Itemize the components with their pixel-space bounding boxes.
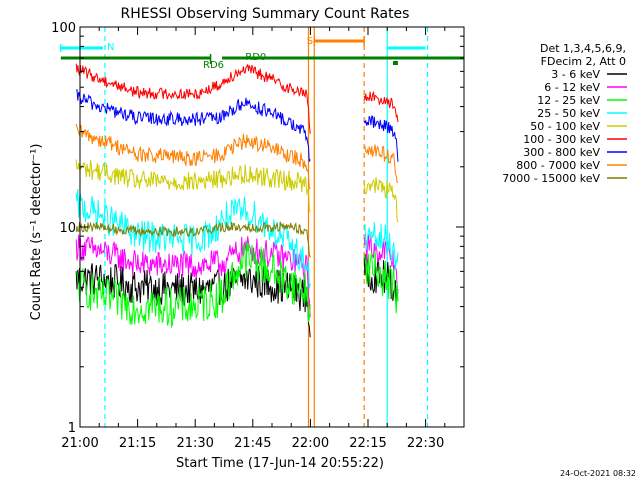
x-tick-label-1: 21:15 [119, 436, 156, 451]
y-tick-label-0: 1 [68, 421, 76, 436]
series-line-1 [75, 234, 311, 317]
marker-layer [104, 27, 429, 427]
state-bar-layer [60, 36, 464, 65]
series-line-2-late [363, 250, 399, 314]
annotation-3: S [307, 36, 313, 47]
y-axis-label: Count Rate (s⁻¹ detector⁻¹) [29, 144, 44, 321]
series-layer [75, 63, 399, 338]
annotation-0: N [107, 42, 114, 53]
series-line-3 [75, 188, 311, 289]
state-bar-dot [392, 61, 398, 65]
series-line-2 [76, 241, 311, 329]
series-line-8 [75, 220, 311, 258]
y-tick-label-1: 10 [59, 221, 76, 236]
legend-label-2: 12 - 25 keV [537, 94, 600, 107]
chart-title: RHESSI Observing Summary Count Rates [121, 6, 410, 22]
legend-label-3: 25 - 50 keV [537, 107, 600, 120]
axes-layer: 21:00 21:15 21:30 21:45 22:00 22:15 22:30 1 10 10… [51, 21, 464, 451]
legend-header-0: Det 1,3,4,5,6,9, [540, 42, 626, 55]
series-line-4 [75, 159, 311, 213]
series-line-6 [75, 89, 311, 162]
x-tick-label-5: 22:15 [349, 436, 386, 451]
annotation-2: RD0 [245, 52, 266, 63]
legend-label-7: 800 - 7000 keV [516, 159, 600, 172]
series-line-6-late [363, 115, 399, 162]
annotation-1: RD6 [203, 60, 224, 71]
x-tick-label-4: 22:00 [292, 436, 329, 451]
legend-label-8: 7000 - 15000 keV [502, 172, 600, 185]
legend-label-4: 50 - 100 keV [530, 120, 600, 133]
legend-label-1: 6 - 12 keV [544, 81, 600, 94]
series-line-0 [75, 263, 311, 338]
x-axis-label: Start Time (17-Jun-14 20:55:22) [176, 456, 384, 471]
x-tick-label-2: 21:30 [176, 436, 213, 451]
legend-label-6: 300 - 800 keV [523, 146, 600, 159]
legend-label-5: 100 - 300 keV [523, 133, 600, 146]
footer-date: 24-Oct-2021 08:32 [560, 469, 636, 478]
series-line-7 [75, 123, 311, 191]
y-tick-label-2: 100 [51, 21, 76, 36]
series-line-3-late [363, 222, 399, 271]
legend-label-0: 3 - 6 keV [551, 68, 600, 81]
legend-header-1: FDecim 2, Att 0 [541, 55, 626, 68]
x-tick-label-3: 21:45 [234, 436, 271, 451]
series-line-5 [75, 63, 311, 134]
x-tick-label-6: 22:30 [407, 436, 444, 451]
legend: Det 1,3,4,5,6,9,FDecim 2, Att 03 - 6 keV… [502, 42, 627, 185]
series-line-5-late [363, 90, 399, 123]
series-line-4-late [363, 177, 399, 223]
annotation-layer: N RD6 RD0 S [107, 36, 313, 71]
series-line-7-late [363, 144, 399, 184]
x-tick-label-0: 21:00 [61, 436, 98, 451]
